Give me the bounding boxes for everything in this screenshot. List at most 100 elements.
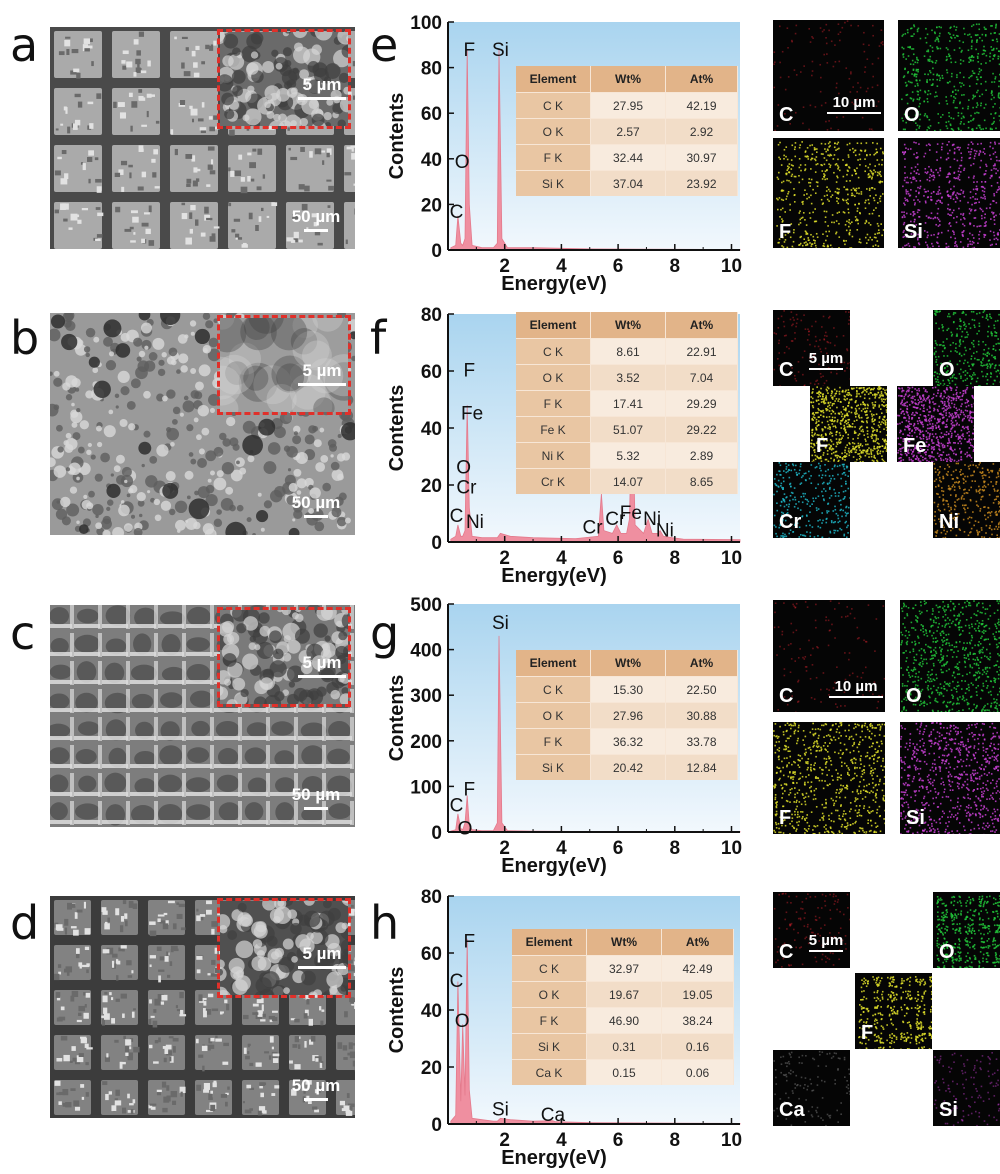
- inset-texture: [220, 318, 348, 412]
- table-cell: C K: [516, 676, 591, 703]
- header-wt: Wt%: [590, 650, 666, 677]
- table-cell: Fe K: [516, 416, 591, 443]
- panel-label-c: c: [10, 606, 36, 660]
- table-cell: 27.96: [590, 702, 666, 729]
- element-map-si: Si: [900, 722, 1000, 834]
- main-scale-text: 50 µm: [291, 1076, 341, 1095]
- y-axis-label: Contents: [386, 93, 408, 180]
- peak-label: F: [463, 361, 475, 382]
- element-label: O: [939, 359, 955, 381]
- peak-label: Ni: [643, 509, 661, 530]
- inset-scale-text: 5 µm: [302, 75, 342, 94]
- table-cell: O K: [516, 364, 591, 391]
- header-element: Element: [516, 312, 591, 339]
- table-cell: 30.97: [665, 144, 738, 171]
- table-row: O K 19.67 19.05: [512, 981, 734, 1008]
- peak-label: Ni: [656, 520, 674, 541]
- y-tick-label: 0: [431, 1115, 442, 1136]
- y-tick-label: 60: [421, 944, 442, 965]
- x-tick-label: 4: [556, 1130, 567, 1151]
- element-map-ni: Ni: [933, 462, 1000, 538]
- table-cell: 8.61: [590, 338, 666, 365]
- sem-inset-a: [217, 29, 351, 129]
- y-tick-label: 20: [421, 476, 442, 497]
- x-tick-label: 6: [613, 838, 624, 859]
- x-tick-label: 6: [613, 256, 624, 277]
- edx-spectrum-g: 0 100 200 300 400 500 2 4 6 8 10 Energy(eV) Contents…: [386, 595, 742, 877]
- x-axis-label: Energy(eV): [501, 1147, 607, 1169]
- main-scale-text: 50 µm: [291, 785, 341, 804]
- map-scale-text: 10 µm: [832, 94, 876, 111]
- table-cell: 42.19: [665, 92, 738, 119]
- table-cell: Si K: [516, 170, 591, 196]
- y-tick-label: 0: [431, 533, 442, 554]
- peak-label: Si: [492, 40, 509, 61]
- element-label: F: [779, 807, 792, 829]
- table-header-row: Element Wt% At%: [516, 312, 738, 339]
- x-tick-label: 8: [670, 548, 681, 569]
- table-cell: Si K: [516, 754, 591, 780]
- table-header-row: Element Wt% At%: [516, 650, 738, 677]
- peak-label: C: [450, 795, 464, 816]
- table-cell: 22.50: [665, 676, 738, 703]
- element-map-o: O: [933, 310, 1000, 386]
- table-cell: 5.32: [590, 442, 666, 469]
- table-cell: 8.65: [665, 468, 738, 494]
- y-tick-label: 200: [410, 732, 442, 753]
- x-tick-label: 10: [721, 1130, 742, 1151]
- element-map-f: F: [773, 138, 884, 248]
- map-texture: [773, 310, 850, 386]
- inset-texture: [220, 32, 348, 126]
- table-cell: 37.04: [590, 170, 666, 196]
- element-label: O: [939, 941, 955, 963]
- table-cell: 23.92: [665, 170, 738, 196]
- inset-scale-bar-c: 5 µm: [293, 653, 351, 678]
- y-tick-label: 300: [410, 686, 442, 707]
- panel-label-a: a: [10, 18, 39, 72]
- y-tick-label: 80: [421, 305, 442, 326]
- peak-label: F: [463, 40, 475, 61]
- inset-scale-text: 5 µm: [302, 653, 342, 672]
- map-texture: [810, 386, 887, 462]
- table-header-row: Element Wt% At%: [512, 929, 734, 956]
- peak-label: O: [456, 458, 471, 479]
- table-row: Si K 20.42 12.84: [516, 754, 738, 780]
- element-map-ca: Ca: [773, 1050, 850, 1126]
- x-tick-label: 2: [499, 838, 510, 859]
- spectrum-series: [450, 399, 741, 543]
- element-map-o: O: [900, 600, 1000, 712]
- element-map-f: F: [773, 722, 885, 834]
- element-map-o: O: [933, 892, 1000, 968]
- element-label: C: [779, 685, 794, 707]
- peak-label: O: [458, 818, 473, 839]
- y-tick-label: 40: [421, 419, 442, 440]
- sem-inset-b: [217, 315, 351, 415]
- header-at: At%: [665, 650, 738, 677]
- map-scale-bar: 10 µm: [825, 94, 883, 114]
- header-element: Element: [516, 66, 591, 93]
- main-scale-bar-d: 50 µm: [285, 1076, 347, 1101]
- map-scale-text: 10 µm: [834, 678, 878, 695]
- map-texture: [773, 138, 884, 248]
- peak-label: C: [450, 506, 464, 527]
- x-tick-label: 4: [556, 256, 567, 277]
- table-cell: 29.22: [665, 416, 738, 443]
- element-map-c: 10 µm C: [773, 600, 885, 712]
- table-cell: 20.42: [590, 754, 666, 780]
- y-tick-label: 400: [410, 641, 442, 662]
- table-cell: Ni K: [516, 442, 591, 469]
- table-header-row: Element Wt% At%: [516, 66, 738, 93]
- peak-label: Cr: [583, 517, 604, 538]
- inset-texture: [220, 610, 348, 704]
- peak-label: F: [463, 780, 475, 801]
- composition-table-g: Element Wt% At% C K 15.30 22.50 O K 27.96 30.8…: [516, 650, 738, 780]
- sem-image-c: 5 µm 50 µm: [50, 605, 355, 827]
- table-cell: F K: [512, 1007, 587, 1034]
- table-cell: O K: [512, 981, 587, 1008]
- element-map-c: 5 µm C: [773, 310, 850, 386]
- table-cell: 0.15: [586, 1059, 662, 1085]
- element-label: Ca: [779, 1099, 805, 1121]
- y-tick-label: 20: [421, 1058, 442, 1079]
- map-texture: [933, 1050, 1000, 1126]
- map-texture: [773, 462, 850, 538]
